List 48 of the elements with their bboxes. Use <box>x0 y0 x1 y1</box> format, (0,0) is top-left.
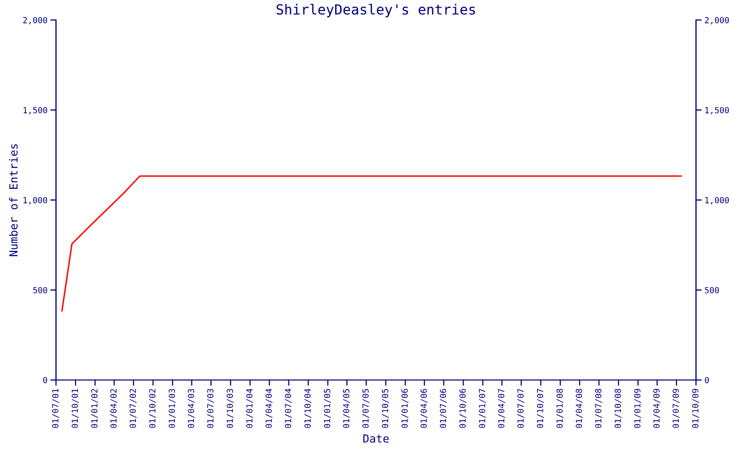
y-tick-label: 500 <box>33 287 48 294</box>
x-tick-label: 01/01/09 <box>634 388 642 428</box>
y2-tick-label: 0 <box>704 377 709 384</box>
x-tick-label: 01/04/06 <box>420 388 428 428</box>
x-tick-label: 01/01/06 <box>401 388 408 428</box>
x-tick-label: 01/04/08 <box>576 388 583 428</box>
x-tick-label: 01/04/09 <box>653 388 660 428</box>
x-tick-label: 01/07/04 <box>284 388 292 428</box>
chart-title: ShirleyDeasley's entries <box>276 4 475 18</box>
x-tick-label: 01/04/03 <box>188 388 195 428</box>
x-tick-label: 01/07/01 <box>52 388 60 428</box>
x-tick-label: 01/04/02 <box>110 389 118 428</box>
x-tick-label: 01/10/01 <box>72 388 79 428</box>
x-tick-label: 01/10/02 <box>149 389 156 428</box>
line-series <box>61 175 682 312</box>
x-tick-label: 01/10/06 <box>459 388 466 428</box>
x-tick-label: 01/10/08 <box>614 388 622 428</box>
x-axis-title: Date <box>363 434 389 443</box>
x-tick-label: 01/07/05 <box>362 389 370 428</box>
x-tick-label: 01/10/05 <box>382 389 389 428</box>
y-tick-label: 2,000 <box>23 17 48 24</box>
x-tick-label: 01/07/03 <box>207 388 214 428</box>
x-tick-label: 01/04/04 <box>266 388 272 428</box>
y2-tick-label: 1,000 <box>705 197 729 204</box>
x-tick-label: 01/01/02 <box>91 389 98 428</box>
x-tick-label: 01/01/04 <box>246 388 254 428</box>
x-tick-label: 01/07/06 <box>440 388 447 428</box>
y-axis-title: Number of Entries <box>9 144 18 256</box>
y-tick-label: 0 <box>43 377 48 384</box>
y-tick-label: 1,500 <box>24 107 48 114</box>
x-tick-label: 01/10/03 <box>226 388 234 428</box>
y2-tick-label: 500 <box>704 287 719 294</box>
x-tick-label: 01/07/07 <box>517 388 524 428</box>
x-tick-label: 01/04/07 <box>498 388 506 428</box>
y2-tick-label: 1,500 <box>705 107 729 114</box>
x-tick-label: 01/07/08 <box>595 388 602 428</box>
x-tick-label: 01/10/04 <box>304 388 312 428</box>
y-tick-label: 1,000 <box>24 197 48 204</box>
x-tick-label: 01/07/09 <box>672 388 680 428</box>
x-tick-label: 01/01/08 <box>556 388 564 428</box>
x-tick-label: 01/01/07 <box>478 388 486 428</box>
x-tick-label: 01/10/07 <box>536 388 544 428</box>
y2-tick-label: 2,000 <box>704 17 729 24</box>
x-tick-label: 01/07/02 <box>130 389 137 428</box>
x-tick-label: 01/01/03 <box>168 388 176 428</box>
x-tick-label: 01/04/05 <box>343 389 350 428</box>
x-tick-label: 01/01/05 <box>324 389 331 428</box>
x-tick-label: 01/10/09 <box>692 388 700 428</box>
